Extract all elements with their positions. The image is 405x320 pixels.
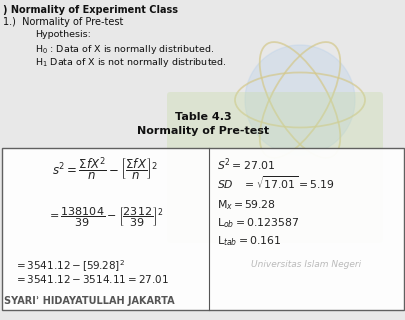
FancyBboxPatch shape bbox=[166, 92, 382, 243]
Text: Universitas Islam Negeri: Universitas Islam Negeri bbox=[251, 260, 361, 269]
Text: SYARIʾ HIDAYATULLAH JAKARTA: SYARIʾ HIDAYATULLAH JAKARTA bbox=[4, 296, 174, 306]
Text: H$_1$ Data of X is not normally distributed.: H$_1$ Data of X is not normally distribu… bbox=[35, 56, 226, 69]
Text: $= \dfrac{138104}{39} - \left[\dfrac{2312}{39}\right]^2$: $= \dfrac{138104}{39} - \left[\dfrac{231… bbox=[47, 206, 163, 229]
Text: $\mathrm{L}_{tab} = 0.161$: $\mathrm{L}_{tab} = 0.161$ bbox=[217, 234, 281, 248]
FancyBboxPatch shape bbox=[2, 148, 403, 310]
Text: 1.)  Normality of Pre-test: 1.) Normality of Pre-test bbox=[3, 17, 123, 27]
Text: Table 4.3: Table 4.3 bbox=[174, 112, 231, 122]
Text: H$_0$ : Data of X is normally distributed.: H$_0$ : Data of X is normally distribute… bbox=[35, 43, 214, 56]
Text: $S^2 = 27.01$: $S^2 = 27.01$ bbox=[217, 156, 275, 172]
Text: $\mathrm{M}_x = 59.28$: $\mathrm{M}_x = 59.28$ bbox=[217, 198, 275, 212]
Text: $\mathrm{L}_{ob} = 0.123587$: $\mathrm{L}_{ob} = 0.123587$ bbox=[217, 216, 298, 230]
Text: $s^2 = \dfrac{\Sigma fX^2}{n} - \left[\dfrac{\Sigma fX}{n}\right]^2$: $s^2 = \dfrac{\Sigma fX^2}{n} - \left[\d… bbox=[52, 156, 158, 183]
Text: Hypothesis:: Hypothesis: bbox=[35, 30, 91, 39]
Text: ) Normality of Experiment Class: ) Normality of Experiment Class bbox=[3, 5, 177, 15]
Text: $SD\ \ \ = \sqrt{17.01} = 5.19$: $SD\ \ \ = \sqrt{17.01} = 5.19$ bbox=[217, 174, 334, 191]
Text: $= 3541.12 - [59.28]^2$: $= 3541.12 - [59.28]^2$ bbox=[14, 258, 125, 274]
Text: Normality of Pre-test: Normality of Pre-test bbox=[136, 126, 269, 136]
Text: $= 3541.12 - 3514.11 = 27.01$: $= 3541.12 - 3514.11 = 27.01$ bbox=[14, 273, 168, 285]
Ellipse shape bbox=[244, 45, 354, 155]
